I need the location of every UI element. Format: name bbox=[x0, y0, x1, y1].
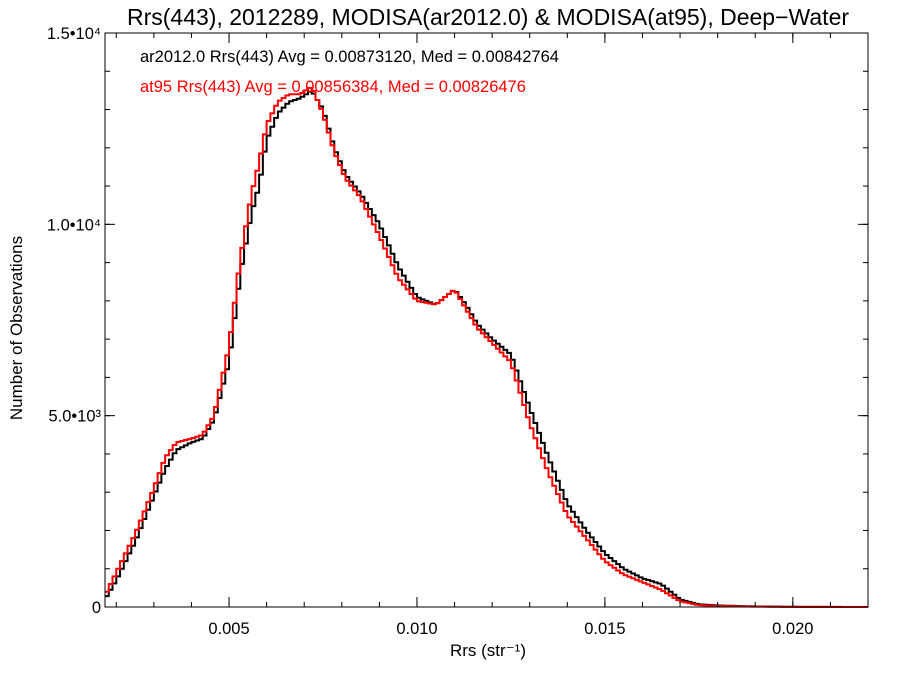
x-tick-label: 0.010 bbox=[396, 620, 437, 638]
annotation-at95: at95 Rrs(443) Avg = 0.00856384, Med = 0.… bbox=[140, 78, 526, 96]
y-tick-label: 1.5•10⁴ bbox=[47, 25, 101, 43]
y-tick-label: 0 bbox=[92, 599, 101, 617]
y-tick-label: 5.0•10³ bbox=[48, 408, 101, 426]
series-at95-step-line bbox=[105, 86, 868, 608]
axis-layer: 0.005 0.010 0.015 0.020 0 5.0•10³ 1.0•10⁴ 1.5•1… bbox=[47, 25, 869, 638]
series-layer bbox=[105, 86, 868, 608]
y-tick-label: 1.0•10⁴ bbox=[47, 216, 101, 234]
annotation-ar2012: ar2012.0 Rrs(443) Avg = 0.00873120, Med … bbox=[140, 48, 559, 66]
series-ar2012-step-line bbox=[105, 90, 868, 608]
x-axis-label: Rrs (str⁻¹) bbox=[450, 641, 526, 660]
plot-frame bbox=[104, 32, 869, 608]
x-tick-label: 0.015 bbox=[584, 620, 625, 638]
x-tick-label: 0.020 bbox=[772, 620, 813, 638]
x-tick-label: 0.005 bbox=[208, 620, 249, 638]
y-axis-label: Number of Observations bbox=[7, 236, 26, 420]
chart-title: Rrs(443), 2012289, MODISA(ar2012.0) & MO… bbox=[127, 4, 849, 30]
